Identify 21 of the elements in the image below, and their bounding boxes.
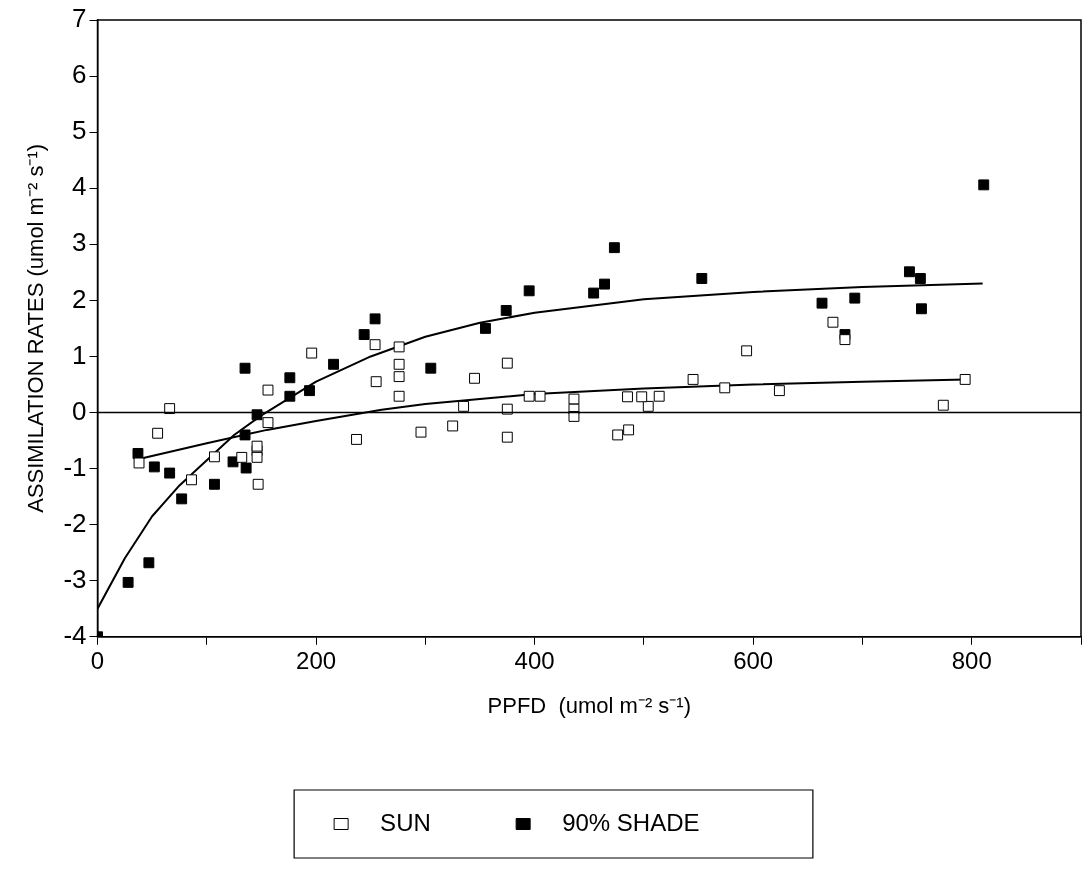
x-tick-label: 600 bbox=[733, 646, 774, 674]
y-tick-label: 2 bbox=[72, 283, 87, 314]
x-axis-title: PPFD (umol m⁻² s⁻¹) bbox=[487, 692, 691, 718]
legend-label: 90% SHADE bbox=[542, 808, 773, 836]
y-tick-label: 1 bbox=[72, 339, 87, 370]
y-tick-label: -2 bbox=[63, 507, 87, 538]
y-tick-label: 5 bbox=[72, 115, 87, 146]
legend-label: SUN bbox=[360, 808, 505, 836]
y-axis-title: ASSIMILATION RATES (umol m⁻² s⁻¹) bbox=[23, 143, 49, 513]
y-tick-label: -3 bbox=[63, 563, 87, 594]
y-tick-label: -4 bbox=[63, 619, 87, 650]
x-tick-label: 800 bbox=[951, 646, 992, 674]
x-tick-label: 0 bbox=[90, 646, 105, 674]
y-tick-label: 0 bbox=[72, 395, 87, 426]
y-tick-label: 4 bbox=[72, 171, 87, 202]
y-tick-label: -1 bbox=[63, 451, 87, 482]
x-tick-label: 400 bbox=[514, 646, 555, 674]
y-tick-label: 7 bbox=[72, 3, 87, 34]
x-tick-label: 200 bbox=[296, 646, 337, 674]
y-tick-label: 6 bbox=[72, 59, 87, 90]
y-tick-label: 3 bbox=[72, 227, 87, 258]
